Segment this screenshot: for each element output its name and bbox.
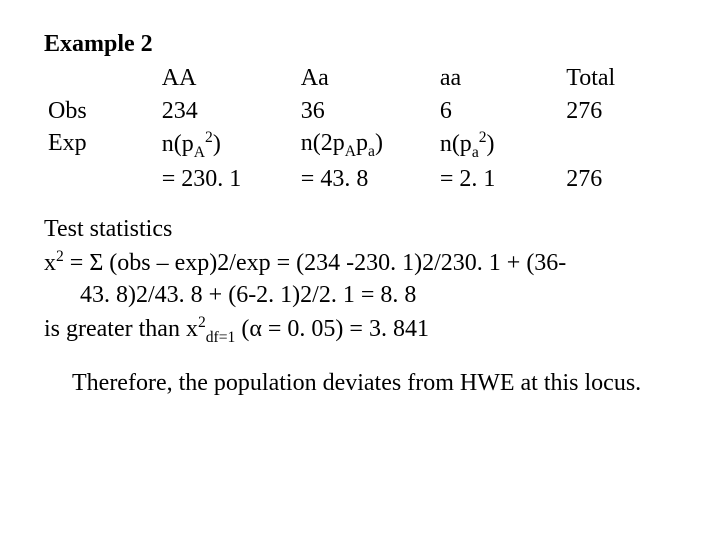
exp-aa-sub: a	[472, 144, 479, 161]
table-obs-row: Obs 234 36 6 276	[44, 95, 676, 127]
chi-sup: 2	[56, 248, 64, 265]
exp-formula-aa: n(pa2)	[436, 127, 562, 163]
exp-formula-Aa: n(2pApa)	[297, 127, 436, 163]
conclusion-text: Therefore, the population deviates from …	[44, 367, 676, 399]
exp-aa-post: )	[487, 131, 495, 157]
obs-Aa: 36	[297, 95, 436, 127]
exp-AA-sup: 2	[205, 129, 213, 146]
gt-post: (α = 0. 05) = 3. 841	[235, 316, 429, 342]
obs-aa: 6	[436, 95, 562, 127]
gt-pre: is greater than x	[44, 316, 198, 342]
col-header-aa: aa	[436, 62, 562, 94]
chi-square-lines: x2 = Σ (obs – exp)2/exp = (234 -230. 1)2…	[44, 246, 676, 312]
genotype-table: AA Aa aa Total Obs 234 36 6 276 Exp n(pA…	[44, 62, 676, 195]
blank-cell	[44, 163, 158, 195]
chi-pre: x	[44, 250, 56, 276]
test-statistics-block: Test statistics x2 = Σ (obs – exp)2/exp …	[44, 213, 676, 347]
exp-Aa-sub2: a	[368, 143, 375, 160]
obs-total: 276	[562, 95, 676, 127]
exp-Aa-sub1: A	[345, 143, 356, 160]
blank-cell	[44, 62, 158, 94]
exp-AA-sub: A	[194, 144, 205, 161]
col-header-Aa: Aa	[297, 62, 436, 94]
chi-line1: = Σ (obs – exp)2/exp = (234 -230. 1)2/23…	[64, 250, 567, 276]
gt-sup: 2	[198, 314, 206, 331]
table-exp-value-row: = 230. 1 = 43. 8 = 2. 1 276	[44, 163, 676, 195]
exp-Aa-pre: n(2p	[301, 130, 345, 156]
exp-val-Aa: = 43. 8	[297, 163, 436, 195]
table-exp-formula-row: Exp n(pA2) n(2pApa) n(pa2)	[44, 127, 676, 163]
exp-formula-total	[562, 127, 676, 163]
exp-label: Exp	[44, 127, 158, 163]
exp-formula-AA: n(pA2)	[158, 127, 297, 163]
exp-Aa-post: )	[375, 130, 383, 156]
exp-AA-pre: n(p	[162, 131, 194, 157]
obs-AA: 234	[158, 95, 297, 127]
exp-aa-pre: n(p	[440, 131, 472, 157]
critical-value-line: is greater than x2df=1 (α = 0. 05) = 3. …	[44, 312, 676, 348]
exp-val-total: 276	[562, 163, 676, 195]
exp-aa-sup: 2	[479, 129, 487, 146]
gt-sub: df=1	[206, 328, 236, 345]
exp-Aa-mid: p	[356, 130, 368, 156]
obs-label: Obs	[44, 95, 158, 127]
col-header-total: Total	[562, 62, 676, 94]
stats-heading: Test statistics	[44, 213, 676, 245]
table-header-row: AA Aa aa Total	[44, 62, 676, 94]
col-header-AA: AA	[158, 62, 297, 94]
chi-line2: 43. 8)2/43. 8 + (6-2. 1)2/2. 1 = 8. 8	[80, 282, 416, 308]
slide-title: Example 2	[44, 28, 676, 60]
exp-AA-post: )	[213, 131, 221, 157]
exp-val-aa: = 2. 1	[436, 163, 562, 195]
exp-val-AA: = 230. 1	[158, 163, 297, 195]
